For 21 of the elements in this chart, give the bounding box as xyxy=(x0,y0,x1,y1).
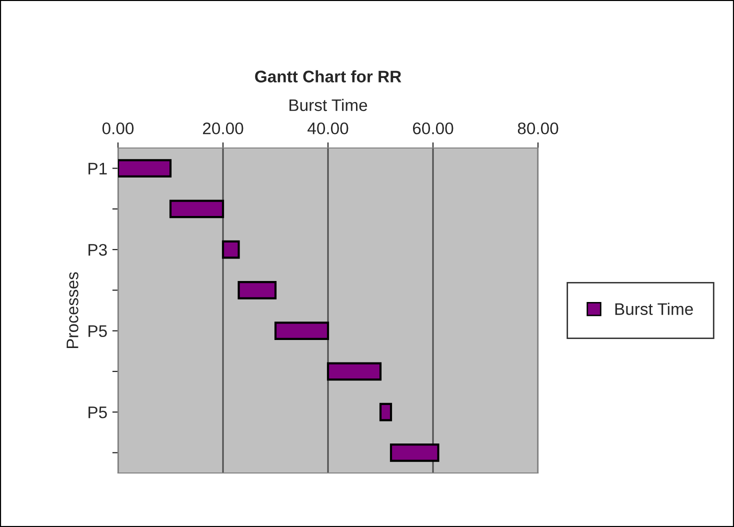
x-tick-label: 40.00 xyxy=(308,122,348,134)
x-axis-title: Burst Time xyxy=(290,98,368,112)
y-tick-label: P5 xyxy=(88,325,107,338)
chart-title: Gantt Chart for RR xyxy=(255,70,402,82)
bar xyxy=(326,362,382,381)
bar xyxy=(118,159,172,178)
bar xyxy=(390,444,440,462)
x-tick-label: 80.00 xyxy=(518,122,558,134)
x-tick-label: 60.00 xyxy=(412,122,454,134)
bar xyxy=(238,281,277,300)
x-tick-label: 0.00 xyxy=(102,122,134,134)
y-tick-label: P1 xyxy=(88,162,107,174)
bar xyxy=(274,322,330,340)
y-tick-label: P5 xyxy=(88,406,107,418)
bar xyxy=(169,200,224,218)
x-tick-label: 20.00 xyxy=(202,122,244,134)
y-tick-label: P3 xyxy=(88,244,107,256)
bar xyxy=(222,240,240,259)
legend-label: Burst Time xyxy=(615,302,693,316)
y-axis-title: Processes xyxy=(66,272,78,348)
bar xyxy=(379,402,392,422)
